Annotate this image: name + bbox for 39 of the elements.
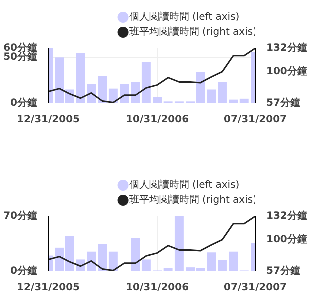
y2-tick-label: 57分鐘 [266,97,300,109]
bar [218,82,227,104]
y-tick-label: 0分鐘 [10,97,38,109]
y2-tick-label: 132分鐘 [266,42,308,54]
bar [174,216,184,272]
bar [131,238,140,272]
y2-tick-label: 100分鐘 [266,65,308,78]
bar [164,268,173,272]
bar [153,97,162,104]
x-tick-label: 12/31/2005 [17,282,80,294]
y2-tick-label: 57分鐘 [266,265,300,277]
y2-tick-label: 132分鐘 [266,210,308,222]
bar [120,84,130,104]
y-tick-label: 70分鐘 [4,210,38,222]
bar [98,76,108,104]
x-tick-label: 07/31/2007 [224,282,288,294]
y-tick-label: 0分鐘 [10,265,38,277]
bar [207,90,216,104]
legend-label: 個人閱讀時間 (left axis) [129,179,240,191]
y-tick-label: 60分鐘 [4,42,38,54]
legend-label: 個人閱讀時間 (left axis) [129,11,240,23]
bar [218,260,227,272]
bar [108,252,118,272]
x-tick-label: 12/31/2005 [17,114,80,126]
bar [207,252,216,272]
bar [131,82,140,104]
bar [240,98,249,104]
bar [98,244,108,272]
bar [142,260,151,272]
x-tick-label: 10/31/2006 [126,282,190,294]
x-tick-label: 07/31/2007 [224,114,288,126]
line-series [48,48,256,104]
line-series [48,216,256,272]
bar [229,252,238,272]
y2-tick-label: 100分鐘 [266,233,308,246]
y-tick-label: 50分鐘 [4,51,38,64]
bar [142,62,151,104]
x-tick-label: 10/31/2006 [126,114,190,126]
bar [229,100,238,104]
